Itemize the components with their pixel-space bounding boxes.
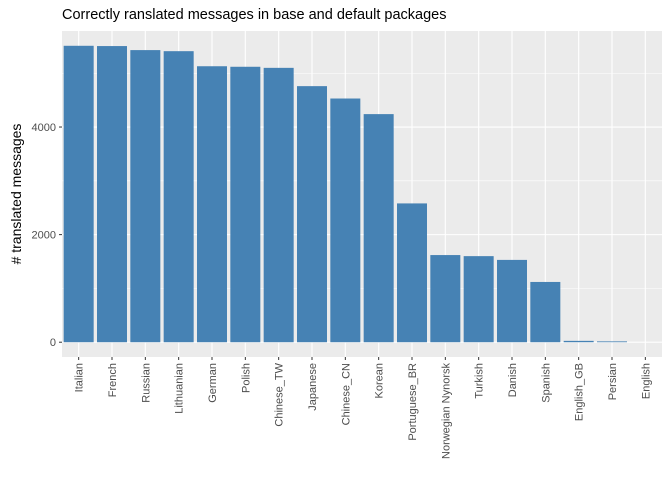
bar-german — [197, 66, 227, 343]
x-tick-label: Portuguese_BR — [407, 363, 419, 441]
x-tick-label: Chinese_CN — [340, 363, 352, 425]
bar-polish — [230, 66, 261, 343]
x-tick-label: English_GB — [574, 363, 586, 421]
x-tick-label: Danish — [507, 363, 519, 397]
bar-japanese — [297, 86, 327, 343]
x-tick-label: Italian — [74, 363, 86, 392]
x-tick-label: Lithuanian — [174, 363, 186, 414]
x-tick-label: Persian — [607, 363, 619, 400]
x-tick-label: Polish — [240, 363, 252, 393]
bar-lithuanian — [163, 51, 194, 343]
x-tick-label: Spanish — [540, 363, 552, 403]
x-tick-label: Norwegian Nynorsk — [440, 363, 452, 459]
x-tick-label: Turkish — [474, 363, 486, 399]
x-tick-label: Korean — [374, 363, 386, 398]
bar-spanish — [530, 281, 561, 343]
bar-persian — [597, 341, 627, 343]
x-tick-label: Russian — [140, 363, 152, 403]
y-tick-label: 2000 — [32, 230, 56, 242]
bar-french — [97, 46, 127, 343]
bar-danish — [497, 259, 527, 343]
bar-english-gb — [563, 340, 594, 343]
y-tick-label: 4000 — [32, 122, 56, 134]
bar-korean — [363, 114, 394, 343]
bar-portuguese-br — [397, 203, 427, 343]
y-axis-title: # translated messages — [8, 124, 24, 265]
x-tick-label: Japanese — [307, 363, 319, 411]
bar-italian — [63, 45, 94, 343]
bar-norwegian-nynorsk — [430, 255, 461, 343]
x-tick-label: Chinese_TW — [274, 362, 286, 426]
x-tick-label: English — [640, 363, 652, 399]
bar-russian — [130, 50, 161, 343]
bar-turkish — [463, 256, 494, 343]
bar-chinese-tw — [263, 67, 294, 343]
chart-title: Correctly ranslated messages in base and… — [62, 7, 447, 23]
y-tick-label: 0 — [50, 337, 56, 349]
x-tick-label: German — [207, 363, 219, 403]
bar-chinese-cn — [330, 98, 361, 343]
plot-panel — [62, 31, 662, 357]
x-tick-label: French — [107, 363, 119, 397]
